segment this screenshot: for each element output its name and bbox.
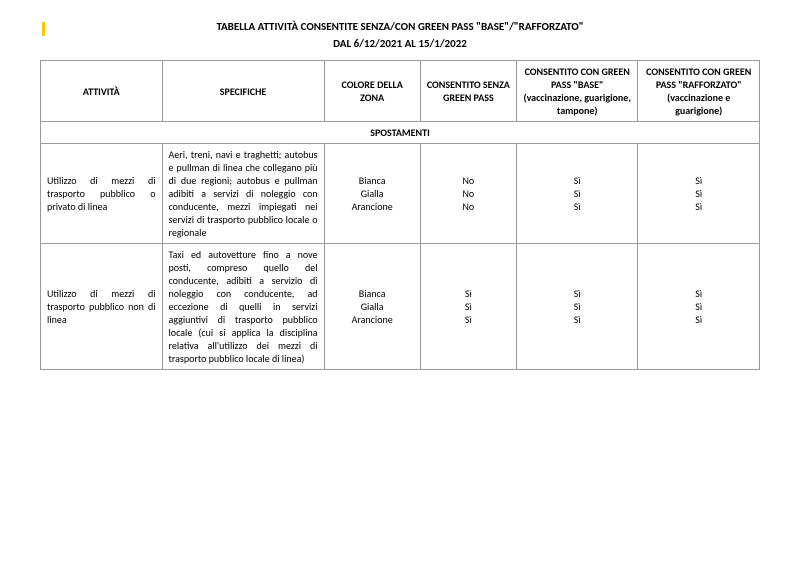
cell-senza: NoNoNo (420, 144, 516, 244)
cell-attivita: Utilizzo di mezzi di trasporto pubblico … (41, 144, 163, 244)
table-header-row: ATTIVITÀ SPECIFICHE COLORE DELLA ZONA CO… (41, 61, 760, 122)
cell-zone: BiancaGiallaArancione (324, 244, 420, 370)
cell-specifiche: Aeri, treni, navi e traghetti; autobus e… (162, 144, 324, 244)
col-base: CONSENTITO CON GREEN PASS "BASE" (vaccin… (516, 61, 638, 122)
cell-raff: SìSìSì (638, 144, 760, 244)
cell-senza: SìSìSì (420, 244, 516, 370)
cell-raff: SìSìSì (638, 244, 760, 370)
col-senza: CONSENTITO SENZA GREEN PASS (420, 61, 516, 122)
table-row: Utilizzo di mezzi di trasporto pubblico … (41, 244, 760, 370)
document-title: TABELLA ATTIVITÀ CONSENTITE SENZA/CON GR… (40, 20, 760, 50)
title-line-1: TABELLA ATTIVITÀ CONSENTITE SENZA/CON GR… (40, 20, 760, 33)
text-cursor (42, 22, 45, 36)
title-line-2: DAL 6/12/2021 AL 15/1/2022 (40, 37, 760, 50)
cell-specifiche: Taxi ed autovetture fino a nove posti, c… (162, 244, 324, 370)
cell-base: SìSìSì (516, 244, 638, 370)
col-raff: CONSENTITO CON GREEN PASS "RAFFORZATO" (… (638, 61, 760, 122)
col-specifiche: SPECIFICHE (162, 61, 324, 122)
col-attivita: ATTIVITÀ (41, 61, 163, 122)
cell-attivita: Utilizzo di mezzi di trasporto pubblico … (41, 244, 163, 370)
table-row: Utilizzo di mezzi di trasporto pubblico … (41, 144, 760, 244)
cell-zone: BiancaGiallaArancione (324, 144, 420, 244)
cell-base: SìSìSì (516, 144, 638, 244)
col-colore: COLORE DELLA ZONA (324, 61, 420, 122)
activities-table: ATTIVITÀ SPECIFICHE COLORE DELLA ZONA CO… (40, 60, 760, 370)
section-row: SPOSTAMENTI (41, 122, 760, 144)
section-label: SPOSTAMENTI (41, 122, 760, 144)
